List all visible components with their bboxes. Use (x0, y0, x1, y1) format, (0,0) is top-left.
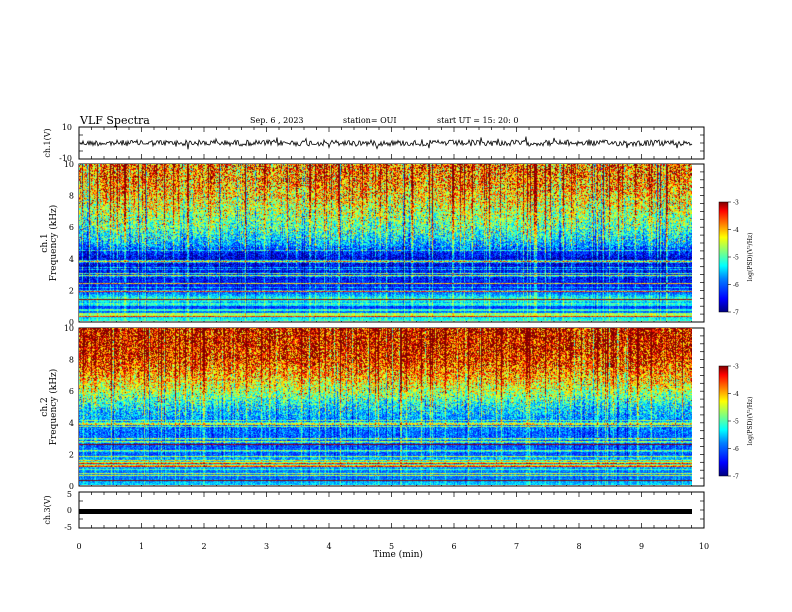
x-axis-label: Time (min) (373, 549, 423, 560)
ch3-ytick-top: 5 (67, 490, 72, 499)
x-tick-label: 4 (326, 542, 331, 551)
colorbar-2-ticks: -3 -4 -5 -6 -7 (728, 364, 739, 481)
colorbar-1-gradient (718, 201, 729, 313)
ch1-waveform-trace (79, 136, 693, 150)
colorbar-2-gradient (718, 365, 729, 477)
colorbar-2-label: log(PSD)(V²/Hz) (747, 397, 754, 446)
x-tick-label: 6 (451, 542, 456, 551)
y-tick-label: 2 (69, 450, 74, 459)
ch1-spectrogram-image (79, 164, 692, 321)
ch1-spectrogram-ylabel-top: ch.1 (40, 233, 50, 252)
ch1-spectrogram-ytick-labels: 0 2 4 6 8 10 (64, 160, 74, 327)
station-label: station= OUI (343, 116, 397, 125)
ch1-ytick-top: 10 (62, 123, 72, 132)
y-tick-label: 0 (69, 318, 74, 327)
y-tick-label: 10 (64, 324, 74, 333)
ch1-ylabel: ch.1(V) (43, 128, 52, 157)
ch1-waveform-ticks (78, 126, 705, 160)
x-tick-label: 10 (699, 542, 709, 551)
ch3-ytick-bottom: -5 (64, 523, 72, 532)
ch2-spectrogram-ylabel-bottom: Frequency (kHz) (48, 369, 59, 446)
ch1-waveform-panel: 10 -10 ch.1(V) (43, 123, 705, 163)
x-tick-label: 1 (139, 542, 144, 551)
y-tick-label: 2 (69, 286, 74, 295)
colorbar-tick-label: -6 (733, 446, 739, 453)
ch3-ylabel: ch.3(V) (43, 495, 52, 524)
colorbar-tick-label: -5 (733, 255, 739, 262)
colorbar-tick-label: -3 (733, 364, 739, 371)
colorbar-1: -3 -4 -5 -6 -7 log(PSD)(V²/Hz) (718, 200, 754, 317)
ch1-spectrogram-ylabel-bottom: Frequency (kHz) (48, 205, 59, 282)
x-tick-label: 3 (264, 542, 269, 551)
x-tick-label: 0 (76, 542, 81, 551)
ch3-ytick-mid: 0 (67, 506, 72, 515)
y-tick-label: 0 (69, 482, 74, 491)
colorbar-tick-label: -7 (733, 474, 739, 481)
ch3-waveform-panel: 5 0 -5 ch.3(V) (43, 490, 705, 532)
date-label: Sep. 6 , 2023 (250, 116, 304, 125)
x-tick-label: 7 (514, 542, 519, 551)
y-tick-label: 6 (69, 223, 74, 232)
colorbar-2: -3 -4 -5 -6 -7 log(PSD)(V²/Hz) (718, 364, 754, 481)
colorbar-tick-label: -4 (733, 227, 739, 234)
x-tick-label: 9 (639, 542, 644, 551)
colorbar-tick-label: -5 (733, 419, 739, 426)
colorbar-tick-label: -6 (733, 282, 739, 289)
y-tick-label: 4 (69, 419, 74, 428)
colorbar-1-label: log(PSD)(V²/Hz) (747, 233, 754, 282)
colorbar-tick-label: -4 (733, 391, 739, 398)
colorbar-tick-label: -7 (733, 310, 739, 317)
y-tick-label: 4 (69, 255, 74, 264)
figure-title: VLF Spectra (79, 114, 150, 127)
start-ut-label: start UT = 15: 20: 0 (437, 116, 518, 125)
colorbar-tick-label: -3 (733, 200, 739, 207)
x-tick-labels: 0 1 2 3 4 5 6 7 8 9 10 (76, 542, 709, 551)
ch2-spectrogram-ytick-labels: 0 2 4 6 8 10 (64, 324, 74, 491)
x-tick-label: 2 (201, 542, 206, 551)
y-tick-label: 6 (69, 387, 74, 396)
y-tick-label: 8 (69, 356, 74, 365)
x-tick-label: 5 (389, 542, 394, 551)
ch1-ytick-bottom: -10 (59, 154, 72, 163)
y-tick-label: 10 (64, 160, 74, 169)
ch2-spectrogram-ylabel-top: ch.2 (40, 397, 50, 416)
x-tick-label: 8 (576, 542, 581, 551)
y-tick-label: 8 (69, 192, 74, 201)
ch2-spectrogram-image (79, 328, 692, 485)
colorbar-1-ticks: -3 -4 -5 -6 -7 (728, 200, 739, 317)
ch3-waveform-trace (79, 509, 692, 514)
